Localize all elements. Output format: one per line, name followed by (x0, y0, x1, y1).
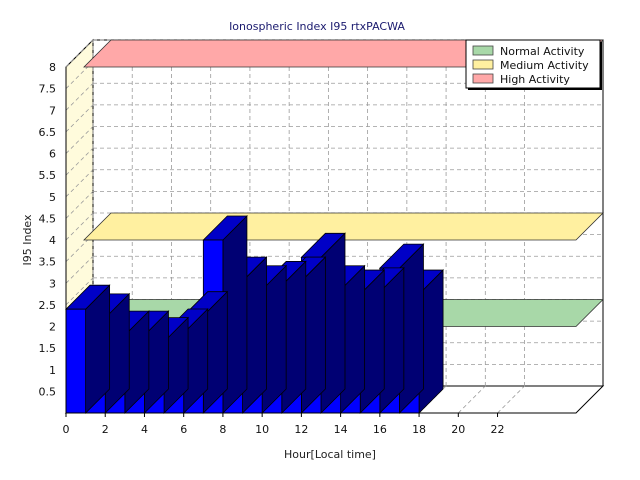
legend-label: Normal Activity (500, 45, 585, 58)
y-tick-label: 8 (49, 61, 56, 74)
bars (65, 215, 445, 414)
y-tick-label: 2 (49, 321, 56, 334)
bar (65, 308, 87, 414)
y-tick-label: 3.5 (39, 256, 57, 269)
legend-swatch (472, 59, 494, 70)
legend-label: High Activity (500, 73, 570, 86)
grid-line-y-wall (65, 104, 94, 133)
y-tick-label: 3 (49, 277, 56, 290)
x-tick-label: 4 (141, 423, 148, 436)
axes: 0.5 1 1.5 2 2.5 3 3.5 4 4.5 5 5.5 6 6.5 7 7.5 8 0 2 4 6 8 10 1… (39, 61, 576, 436)
y-tick-label: 1.5 (39, 342, 57, 355)
x-tick-label: 8 (219, 423, 226, 436)
y-tick-label: 7.5 (39, 83, 57, 96)
y-tick-label: 5 (49, 191, 56, 204)
x-tick-label: 16 (373, 423, 387, 436)
grid-line-y-wall (65, 169, 94, 198)
x-tick-label: 2 (102, 423, 109, 436)
grid-line-y-wall (65, 147, 94, 176)
x-tick-label: 22 (491, 423, 505, 436)
x-tick-label: 20 (451, 423, 465, 436)
grid-line-y-wall (65, 277, 94, 306)
y-tick-label: 7 (49, 104, 56, 117)
legend-label: Medium Activity (500, 59, 589, 72)
y-tick-label: 5.5 (39, 169, 57, 182)
y-tick-label: 0.5 (39, 385, 57, 398)
grid-line-y-wall (65, 39, 94, 68)
y-tick-label: 1 (49, 364, 56, 377)
y-tick-label: 4 (49, 234, 56, 247)
x-tick-label: 6 (180, 423, 187, 436)
legend-swatch (472, 73, 494, 84)
y-tick-label: 6 (49, 148, 56, 161)
grid-line-y-wall (65, 126, 94, 154)
y-axis-label: I95 Index (21, 214, 34, 266)
chart-title: Ionospheric Index I95 rtxPACWA (229, 20, 405, 33)
x-tick-label: 0 (63, 423, 70, 436)
y-tick-label: 2.5 (39, 299, 57, 312)
x-tick-label: 12 (294, 423, 308, 436)
x-tick-label: 18 (412, 423, 426, 436)
grid-line-x-floor (458, 385, 486, 414)
y-tick-label: 6.5 (39, 126, 57, 139)
grid-line-y-wall (65, 255, 94, 284)
y-tick-label: 4.5 (39, 212, 57, 225)
grid-line-y-wall (65, 212, 94, 241)
grid-line-x-floor (497, 385, 525, 414)
x-tick-label: 14 (334, 423, 348, 436)
legend-swatch (472, 45, 494, 56)
x-axis-label: Hour[Local time] (284, 448, 376, 461)
grid-line-y-wall (65, 82, 94, 111)
grid-line-y-wall (65, 191, 94, 219)
x-tick-label: 10 (255, 423, 269, 436)
